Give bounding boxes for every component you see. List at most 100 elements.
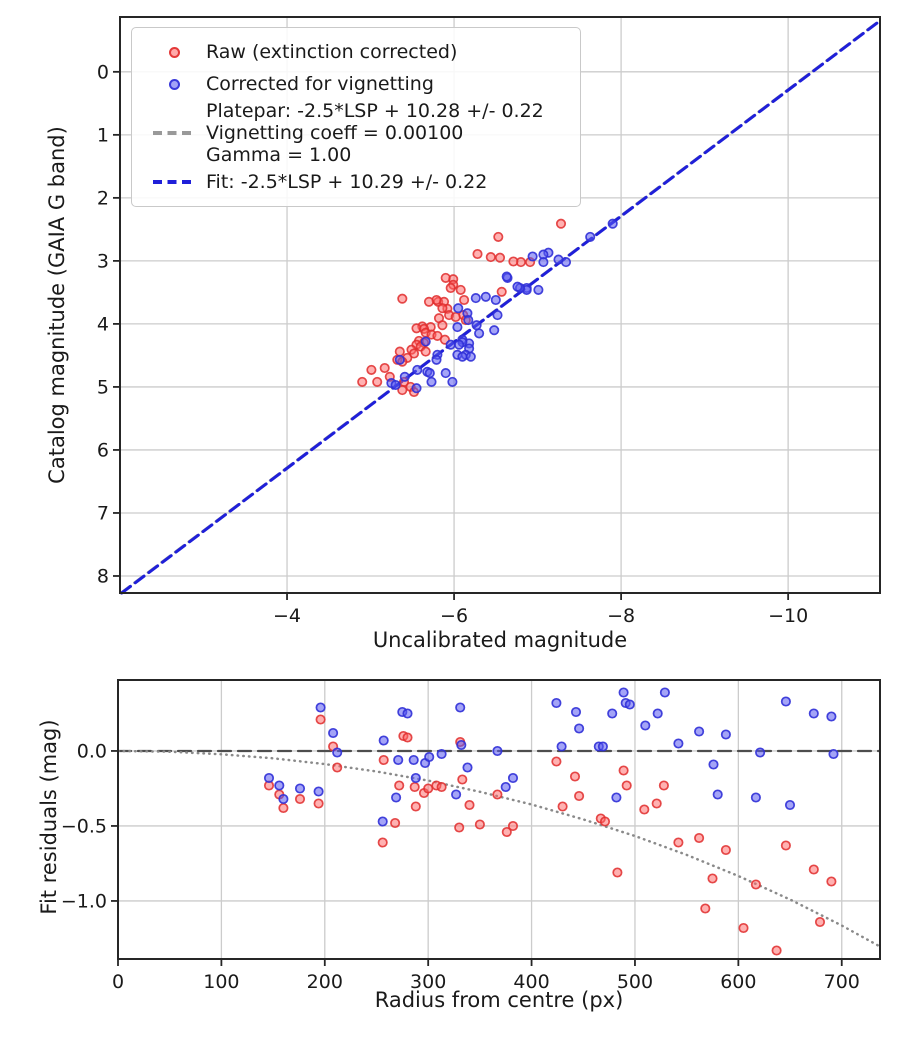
scatter-point-blue: [424, 751, 435, 763]
scatter-point-blue: [457, 351, 468, 362]
legend-marker-cell: [142, 131, 206, 135]
x-tick-label: 700: [824, 971, 860, 993]
scatter-point-blue: [390, 379, 401, 391]
scatter-point-blue: [410, 772, 421, 784]
x-tick-label: 600: [720, 971, 756, 993]
plot-border: [117, 679, 881, 960]
scatter-point-red: [508, 256, 519, 267]
scatter-point-red: [457, 774, 468, 785]
scatter-point-blue: [470, 293, 481, 304]
scatter-point-blue: [808, 708, 819, 719]
scatter-point-red: [437, 320, 448, 331]
gray-dashed-line-icon: [153, 131, 195, 135]
scatter-point-red: [402, 732, 413, 743]
scatter-point-blue: [500, 781, 511, 793]
legend: Raw (extinction corrected) Corrected for…: [131, 27, 581, 207]
scatter-point-red: [315, 714, 326, 725]
scatter-point-blue: [315, 702, 326, 713]
scatter-point-blue: [826, 711, 837, 722]
scatter-point-blue: [607, 218, 618, 229]
x-tick-label: 300: [410, 971, 446, 993]
x-tick-label: 400: [513, 971, 549, 993]
scatter-point-red: [507, 820, 519, 832]
y-tick-label: 0.0: [77, 740, 107, 762]
scatter-point-red: [496, 286, 507, 297]
y-tick-label: −0.5: [61, 815, 107, 837]
scatter-point-blue: [652, 708, 663, 719]
scatter-point-red: [455, 284, 466, 295]
scatter-point-red: [720, 844, 731, 856]
scatter-point-blue: [828, 748, 839, 760]
scatter-point-red: [501, 826, 512, 838]
scatter-point-red: [450, 311, 461, 323]
scatter-point-blue: [408, 754, 419, 766]
scatter-point-blue: [313, 786, 324, 797]
scatter-point-red: [474, 819, 485, 830]
scatter-point-red: [440, 272, 451, 283]
scatter-point-red: [445, 282, 456, 294]
scatter-point-red: [377, 837, 388, 848]
scatter-point-red: [378, 754, 389, 766]
scatter-point-red: [464, 799, 475, 811]
scatter-point-red: [551, 756, 562, 767]
scatter-point-blue: [553, 254, 564, 265]
scatter-point-red: [621, 780, 632, 791]
scatter-point-blue: [402, 708, 413, 719]
y-tick-label: 7: [97, 502, 109, 524]
scatter-point-red: [313, 798, 324, 809]
scatter-point-blue: [490, 294, 501, 306]
top-xlabel: Uncalibrated magnitude: [372, 628, 628, 652]
scatter-point-blue: [377, 816, 388, 827]
legend-row-fit: Fit: -2.5*LSP + 10.29 +/- 0.22: [142, 166, 568, 198]
scatter-point-red: [472, 248, 483, 260]
scatter-point-blue: [452, 322, 463, 333]
scatter-point-red: [771, 945, 782, 956]
scatter-point-red: [394, 780, 405, 791]
legend-row-corrected: Corrected for vignetting: [142, 68, 568, 100]
y-tick-label: 4: [97, 313, 109, 335]
y-tick-label: 5: [97, 376, 109, 398]
bottom-xlabel: Radius from centre (px): [374, 988, 624, 1012]
dotted-model-curve: [116, 749, 880, 947]
blue-dot-icon: [168, 78, 180, 90]
scatter-point-red: [436, 781, 447, 793]
scatter-point-blue: [440, 368, 451, 379]
scatter-point-red: [408, 348, 420, 359]
scatter-point-blue: [556, 741, 567, 752]
scatter-point-red: [332, 762, 343, 773]
scatter-point-red: [707, 873, 718, 884]
scatter-point-red: [397, 293, 408, 304]
scatter-point-red: [423, 783, 434, 794]
scatter-point-blue: [399, 371, 410, 382]
scatter-point-blue: [328, 727, 339, 739]
scatter-point-blue: [391, 792, 402, 803]
scatter-point-blue: [456, 739, 467, 751]
scatter-point-red: [437, 303, 448, 314]
x-tick-label: 100: [203, 971, 239, 993]
plot-border: [119, 16, 881, 594]
scatter-point-red: [409, 781, 420, 793]
scatter-point-red: [397, 385, 408, 396]
scatter-point-blue: [412, 364, 423, 375]
scatter-point-red: [574, 790, 585, 802]
red-dot-icon: [168, 46, 180, 58]
scatter-point-blue: [611, 792, 622, 803]
scatter-point-red: [493, 231, 504, 242]
scatter-point-blue: [507, 772, 519, 784]
scatter-point-blue: [463, 315, 474, 326]
scatter-point-blue: [431, 354, 442, 365]
scatter-point-red: [372, 376, 383, 387]
scatter-point-red: [366, 364, 377, 375]
y-tick-label: 1: [97, 124, 109, 146]
scatter-point-blue: [538, 257, 549, 268]
scatter-point-blue: [640, 720, 651, 731]
scatter-point-red: [557, 801, 568, 812]
scatter-point-red: [555, 218, 567, 229]
scatter-point-blue: [755, 747, 766, 758]
scatter-point-blue: [455, 702, 466, 713]
legend-label-raw: Raw (extinction corrected): [206, 41, 458, 63]
scatter-point-red: [780, 840, 791, 851]
scatter-point-blue: [447, 376, 458, 387]
scatter-point-red: [639, 804, 650, 815]
